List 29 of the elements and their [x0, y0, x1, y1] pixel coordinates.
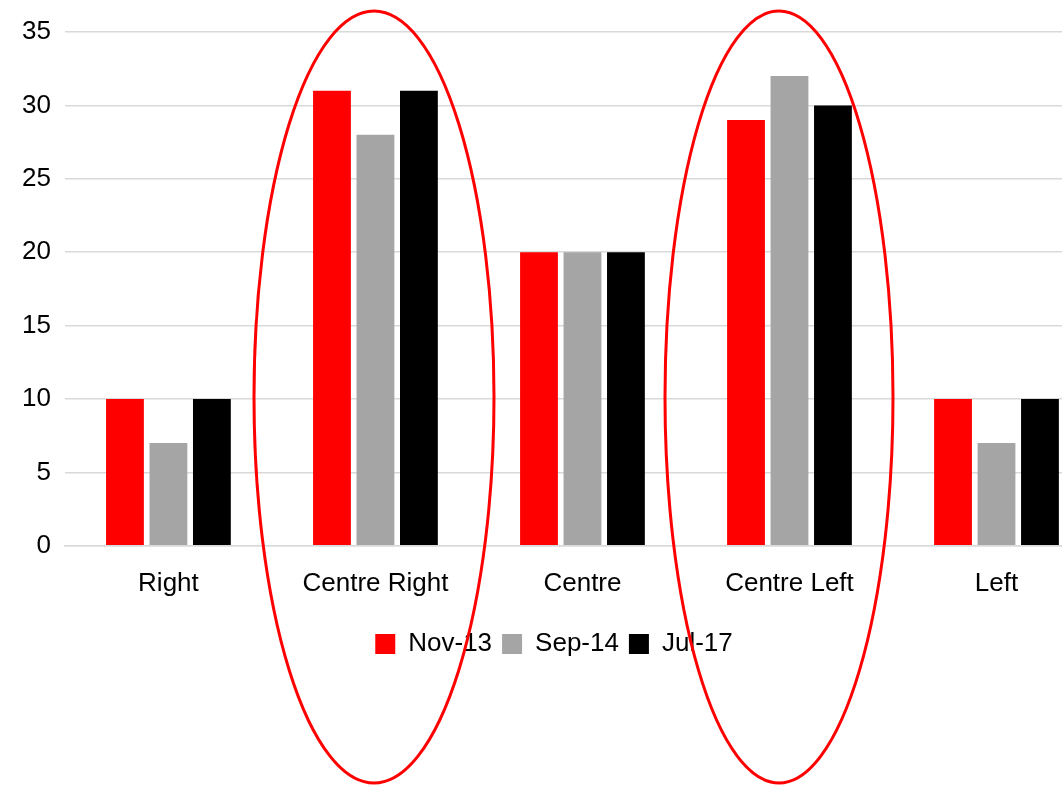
y-tick-label: 15	[22, 308, 51, 339]
bar	[727, 120, 765, 546]
bar	[106, 399, 144, 546]
y-tick-label: 10	[22, 382, 51, 413]
y-tick-label: 35	[22, 15, 51, 46]
x-tick-label: Centre Left	[725, 566, 855, 597]
x-tick-label: Centre Right	[302, 566, 450, 597]
bar	[1021, 399, 1059, 546]
bar	[563, 252, 602, 546]
x-tick-label: Left	[974, 566, 1019, 597]
y-tick-label: 0	[36, 528, 51, 559]
y-tick-label: 30	[22, 88, 51, 119]
y-tick-label: 5	[36, 455, 51, 486]
y-tick-label: 20	[22, 235, 51, 266]
bar	[934, 399, 972, 546]
bar	[149, 443, 188, 546]
bar	[977, 443, 1016, 546]
bar	[192, 399, 231, 546]
bar	[400, 90, 438, 546]
bar	[520, 252, 558, 546]
legend-label: Sep-14	[535, 627, 619, 658]
bar	[313, 90, 351, 546]
bar	[356, 134, 395, 546]
bar	[607, 252, 645, 546]
x-tick-label: Right	[138, 566, 200, 597]
bar	[770, 76, 809, 546]
y-tick-label: 25	[22, 161, 51, 192]
bar	[814, 105, 852, 546]
x-tick-label: Centre	[543, 566, 622, 597]
